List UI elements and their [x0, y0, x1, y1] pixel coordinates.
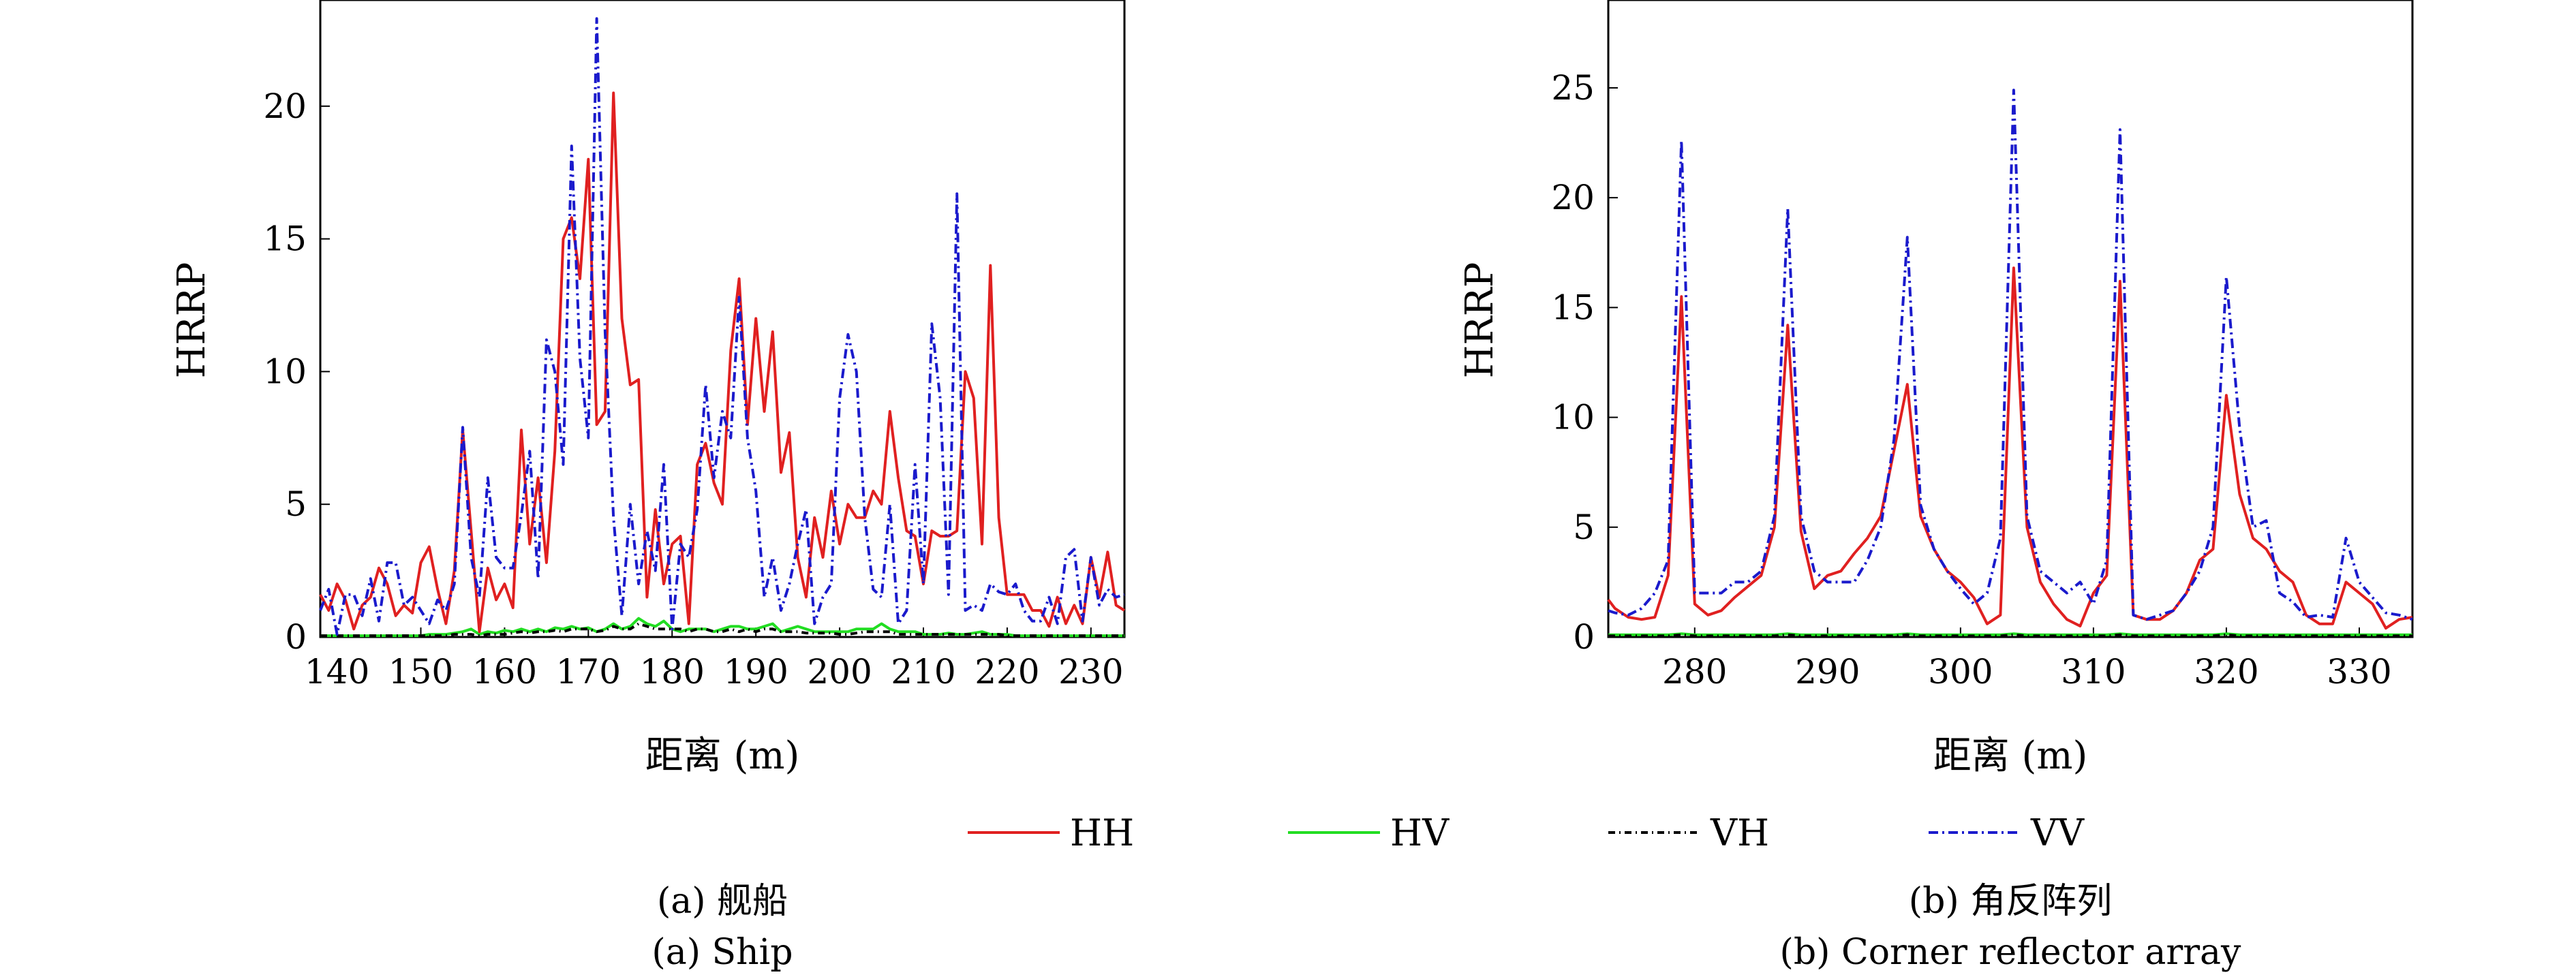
series-vh-line [320, 622, 1124, 638]
plot-frame [1607, 0, 2414, 638]
x-tick-label: 300 [1928, 652, 1993, 691]
legend-label-vh: VH [1710, 811, 1769, 854]
y-tick-label: 10 [1551, 398, 1595, 437]
series-vh-line [1608, 633, 2412, 638]
x-tick-label: 210 [891, 652, 955, 691]
x-tick-label: 320 [2194, 652, 2258, 691]
series-vv-line [319, 17, 1125, 636]
y-tick-label: 15 [263, 219, 307, 259]
caption-en: (b) Corner reflector array [1780, 932, 2242, 973]
tick-labels: 280 290 300 310 320 330 0 5 10 15 20 25 [1551, 68, 2391, 691]
x-tick-label: 220 [975, 652, 1039, 691]
y-tick-label: 15 [1551, 288, 1595, 327]
x-tick-label: 190 [723, 652, 788, 691]
corner-reflector-hrrp-panel: 280 290 300 310 320 330 0 5 10 15 20 25 距离 (m) HRRP… [1458, 0, 2414, 973]
y-tick-label: 10 [263, 352, 307, 391]
y-axis-label: HRRP [1458, 262, 1502, 379]
legend: HH HV VH VV [968, 811, 2085, 854]
y-tick-label: 5 [1573, 508, 1595, 547]
x-tick-label: 280 [1662, 652, 1727, 691]
y-tick-label: 20 [1551, 178, 1595, 217]
legend-label-hh: HH [1070, 811, 1134, 854]
x-tick-label: 200 [807, 652, 872, 691]
tick-marks [1608, 87, 2360, 638]
ship-hrrp-panel: 140 150 160 170 180 190 200 210 220 230 0 5 10 15 20 距… [170, 0, 1126, 973]
caption-cn: (a) 舰船 [657, 881, 788, 922]
x-tick-label: 230 [1058, 652, 1123, 691]
series-lines [319, 17, 1126, 638]
series-hh-line [319, 91, 1126, 634]
tick-marks [320, 105, 1092, 638]
legend-label-vv: VV [2030, 811, 2085, 854]
y-tick-label: 0 [285, 617, 307, 657]
x-tick-label: 310 [2061, 652, 2126, 691]
x-tick-label: 170 [556, 652, 621, 691]
series-vv-line [1608, 89, 2413, 621]
y-axis-label: HRRP [170, 262, 214, 379]
x-tick-label: 150 [388, 652, 453, 691]
x-tick-label: 180 [640, 652, 705, 691]
tick-labels: 140 150 160 170 180 190 200 210 220 230 0 5 10 15 20 [263, 87, 1123, 691]
series-lines [1607, 89, 2413, 638]
x-axis-label: 距离 (m) [645, 734, 800, 778]
x-tick-label: 140 [305, 652, 369, 691]
y-tick-label: 25 [1551, 68, 1595, 108]
legend-label-hv: HV [1390, 811, 1450, 854]
x-tick-label: 290 [1795, 652, 1860, 691]
series-hv-line [320, 617, 1124, 638]
y-tick-label: 0 [1573, 617, 1595, 657]
caption-en: (a) Ship [651, 932, 793, 973]
x-axis-label: 距离 (m) [1933, 734, 2088, 778]
plot-frame [319, 0, 1126, 638]
y-tick-label: 5 [285, 484, 307, 524]
y-tick-label: 20 [263, 87, 307, 126]
series-hh-line [1607, 266, 2413, 630]
x-tick-label: 160 [472, 652, 537, 691]
caption-cn: (b) 角反阵列 [1909, 881, 2112, 922]
x-tick-label: 330 [2327, 652, 2391, 691]
